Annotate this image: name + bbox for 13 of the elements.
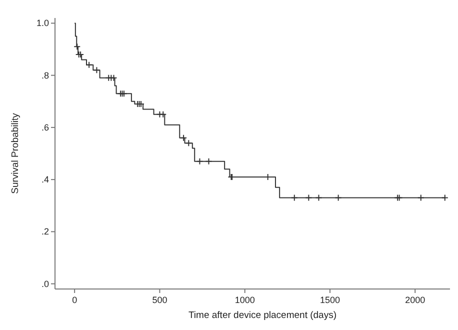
y-tick-label: .8 — [41, 70, 49, 80]
y-tick-label: .4 — [41, 174, 49, 185]
x-tick-label: 1000 — [234, 295, 255, 305]
y-tick-label: .2 — [41, 226, 49, 237]
x-axis-title: Time after device placement (days) — [188, 310, 337, 321]
x-tick-label: 0 — [72, 295, 78, 305]
y-tick-label: .0 — [41, 278, 49, 289]
y-tick-label: .6 — [41, 122, 49, 132]
x-tick-label: 2000 — [405, 295, 426, 305]
x-tick-label: 500 — [152, 295, 168, 305]
y-tick-label: 1.0 — [36, 18, 49, 28]
x-tick-label: 1500 — [320, 295, 340, 305]
y-axis-title: Survival Probability — [10, 112, 21, 194]
